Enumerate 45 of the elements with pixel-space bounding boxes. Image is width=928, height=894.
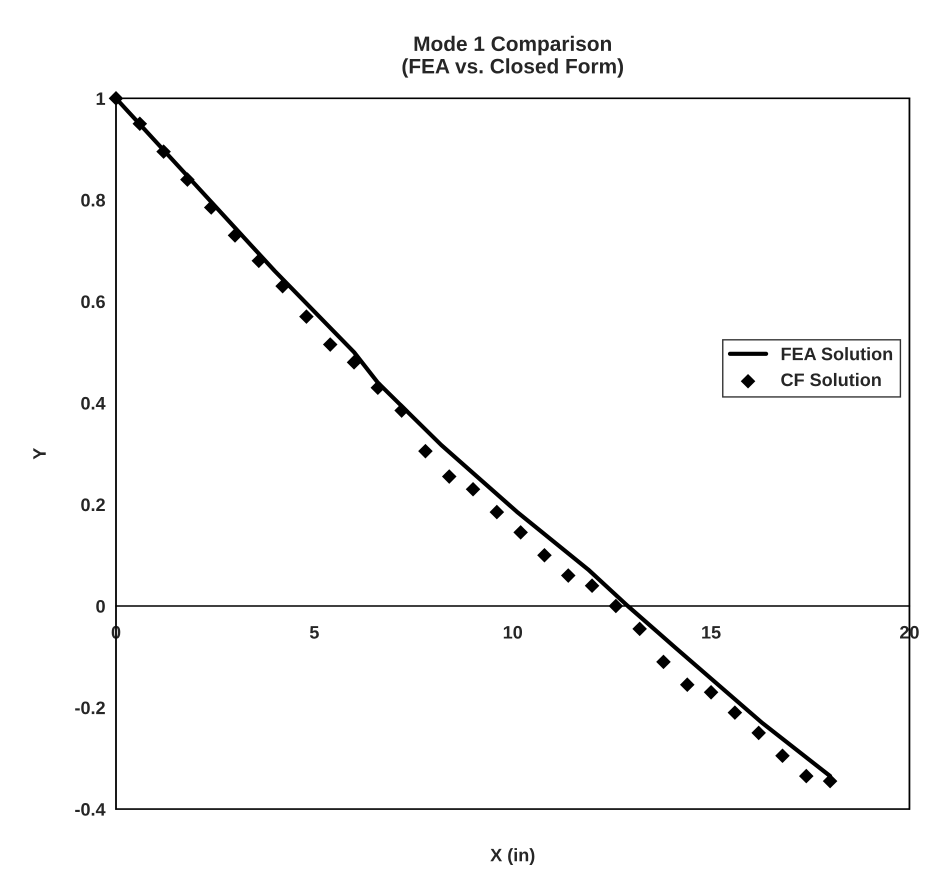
point <box>275 278 290 294</box>
point <box>346 355 362 370</box>
x-tick-label: 15 <box>702 626 721 639</box>
point <box>513 525 528 540</box>
point <box>775 748 790 764</box>
point <box>656 654 671 670</box>
legend-label: FEA Solution <box>782 347 892 360</box>
point <box>584 578 600 593</box>
point <box>180 172 195 187</box>
point <box>537 548 552 563</box>
point <box>608 598 624 614</box>
y-tick-label: -0.2 <box>75 701 105 714</box>
x-tick-label: 10 <box>504 626 522 639</box>
x-axis-title: X (in) <box>490 848 534 865</box>
y-tick-label: -0.4 <box>75 803 106 816</box>
point <box>490 504 504 520</box>
y-tick-label: 1 <box>96 92 106 105</box>
y-tick-label: 0.2 <box>81 498 105 512</box>
point <box>394 403 409 418</box>
point <box>299 309 314 324</box>
y-tick-label: 0.6 <box>81 295 105 308</box>
point <box>680 677 695 692</box>
point <box>156 144 171 159</box>
x-tick-label: 5 <box>310 626 319 639</box>
chart-title: Mode 1 Comparison (FEA vs. Closed Form) <box>402 36 624 78</box>
point <box>704 685 718 700</box>
legend-label: CF Solution <box>781 372 881 386</box>
y-axis-title: Y <box>33 448 46 460</box>
point <box>466 482 480 497</box>
point <box>252 254 266 268</box>
point <box>560 568 576 583</box>
y-tick-label: 0.8 <box>81 194 106 207</box>
point <box>418 444 433 458</box>
point <box>632 622 647 636</box>
point <box>728 705 742 720</box>
point <box>751 726 766 740</box>
y-tick-label: 0.4 <box>81 396 106 410</box>
point <box>442 469 457 484</box>
point <box>322 337 338 352</box>
point <box>799 768 814 784</box>
point <box>132 116 148 132</box>
y-tick-label: 0 <box>96 600 105 613</box>
point <box>228 228 242 243</box>
point <box>822 774 838 788</box>
point <box>108 91 124 106</box>
